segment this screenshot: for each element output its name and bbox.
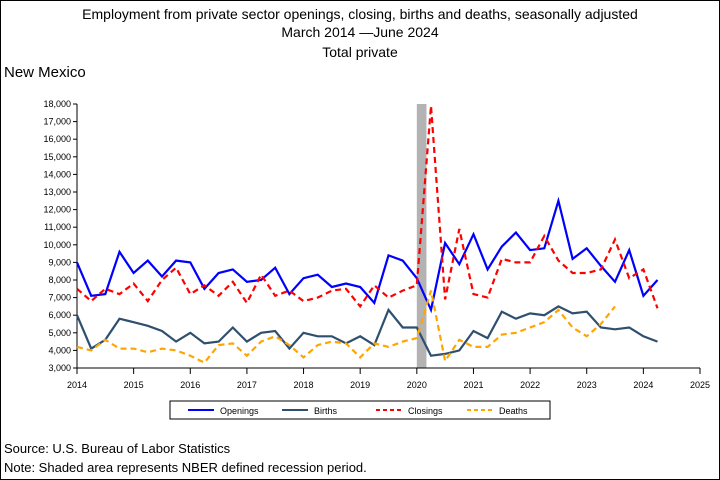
y-tick-label: 4,000: [48, 345, 71, 355]
y-tick-label: 12,000: [43, 205, 71, 215]
x-tick-label: 2017: [237, 380, 257, 390]
series-line-openings: [75, 196, 659, 314]
y-tick-label: 10,000: [43, 240, 71, 250]
y-tick-label: 8,000: [48, 275, 71, 285]
x-tick-label: 2022: [520, 380, 540, 390]
x-tick-label: 2019: [350, 380, 370, 390]
series-line-births: [75, 305, 658, 357]
x-tick-label: 2015: [124, 380, 144, 390]
y-tick-label: 6,000: [48, 310, 71, 320]
y-tick-label: 9,000: [48, 257, 71, 267]
x-tick-label: 2024: [633, 380, 653, 390]
chart-title-line3: Total private: [322, 44, 398, 60]
series-line-deaths: [76, 290, 616, 365]
y-tick-label: 18,000: [43, 99, 71, 109]
y-tick-label: 14,000: [43, 169, 71, 179]
x-tick-label: 2018: [294, 380, 314, 390]
legend-box: [169, 400, 551, 420]
recession-band: [416, 104, 427, 368]
x-tick-label: 2021: [463, 380, 483, 390]
x-tick-label: 2014: [67, 380, 87, 390]
y-tick-label: 16,000: [43, 134, 71, 144]
x-tick-label: 2023: [577, 380, 597, 390]
y-tick-label: 15,000: [43, 152, 71, 162]
legend-label-closings: Closings: [408, 406, 443, 416]
y-tick-label: 7,000: [48, 293, 71, 303]
y-tick-label: 3,000: [48, 363, 71, 373]
series-line-closings: [76, 105, 659, 309]
x-tick-label: 2025: [690, 380, 710, 390]
x-tick-label: 2016: [180, 380, 200, 390]
recession-note: Note: Shaded area represents NBER define…: [4, 460, 367, 475]
x-tick-label: 2020: [407, 380, 427, 390]
region-label: New Mexico: [4, 64, 86, 81]
y-tick-label: 5,000: [48, 328, 71, 338]
source-note: Source: U.S. Bureau of Labor Statistics: [4, 441, 231, 456]
legend-label-openings: Openings: [220, 406, 259, 416]
y-tick-label: 11,000: [44, 222, 71, 232]
y-tick-label: 13,000: [43, 187, 71, 197]
legend-label-births: Births: [314, 406, 338, 416]
y-tick-label: 17,000: [43, 117, 71, 127]
chart-title-line2: March 2014 —June 2024: [281, 24, 439, 40]
legend-label-deaths: Deaths: [499, 406, 528, 416]
chart-title-line1: Employment from private sector openings,…: [82, 6, 638, 22]
